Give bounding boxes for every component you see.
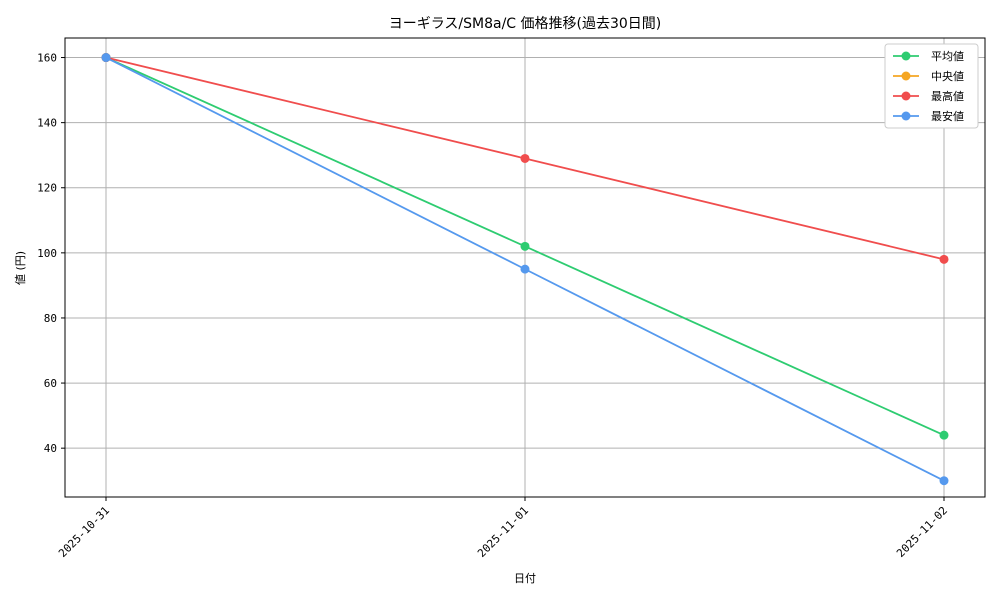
y-tick-label: 140 (37, 117, 57, 130)
data-point (939, 254, 949, 264)
chart-title: ヨーギラス/SM8a/C 価格推移(過去30日間) (389, 16, 662, 32)
x-axis-label: 日付 (514, 572, 536, 585)
x-tick-label: 2025-11-02 (894, 504, 950, 560)
legend-label: 平均値 (931, 50, 964, 63)
y-tick-label: 80 (44, 312, 57, 325)
data-point (520, 153, 530, 163)
y-tick-label: 120 (37, 182, 57, 195)
x-tick-label: 2025-10-31 (56, 504, 112, 560)
data-point (101, 53, 111, 63)
data-point (520, 241, 530, 251)
x-tick-label: 2025-11-01 (475, 504, 531, 560)
legend-swatch-marker (901, 91, 911, 101)
data-point (939, 430, 949, 440)
data-point (939, 476, 949, 486)
legend-label: 中央値 (931, 70, 964, 83)
axis-ticks: 2025-10-31 2025-11-01 2025-11-02 40 60 80 100 1… (37, 52, 950, 560)
y-axis-label: 値 (円) (14, 251, 27, 285)
legend-swatch-marker (901, 51, 911, 61)
series-最安値 (101, 53, 949, 486)
series-lines (101, 53, 949, 486)
legend-swatch-marker (901, 111, 911, 121)
y-tick-label: 60 (44, 377, 57, 390)
legend-label: 最高値 (931, 89, 964, 103)
y-tick-label: 160 (37, 52, 57, 65)
legend-swatch-marker (901, 71, 911, 81)
data-point (520, 264, 530, 274)
legend-label: 最安値 (931, 109, 964, 123)
legend-frame (884, 43, 979, 129)
y-tick-label: 40 (44, 442, 57, 455)
y-tick-label: 100 (37, 247, 57, 260)
